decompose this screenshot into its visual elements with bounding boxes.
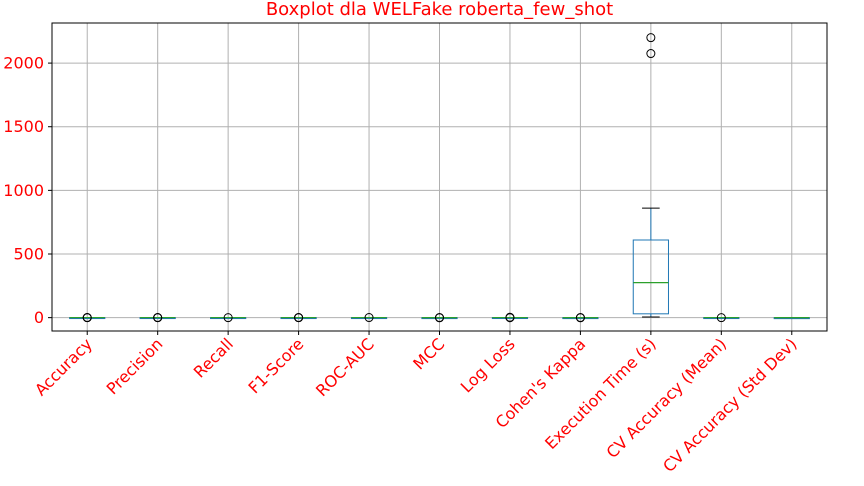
outlier-point xyxy=(294,313,304,323)
outlier-point xyxy=(153,313,163,323)
x-tick-label: F1-Score xyxy=(245,334,308,397)
x-tick-label: MCC xyxy=(409,334,448,373)
outlier-point xyxy=(716,313,726,323)
box-iqr xyxy=(632,239,669,315)
outlier-point xyxy=(646,49,656,59)
outlier-point xyxy=(505,313,515,323)
grid-lines xyxy=(52,23,827,331)
outlier-point xyxy=(364,313,374,323)
x-tick-label: CV Accuracy (Std Dev) xyxy=(659,334,801,476)
outlier-point xyxy=(575,313,585,323)
y-tick-label: 1500 xyxy=(3,117,44,136)
x-tick-label: ROC-AUC xyxy=(312,334,378,400)
x-tick-label: Accuracy xyxy=(31,334,96,399)
chart-title: Boxplot dla WELFake roberta_few_shot xyxy=(266,0,613,20)
x-tick-label: Log Loss xyxy=(457,334,519,396)
x-tick-label: Recall xyxy=(190,334,237,381)
y-tick-label: 1000 xyxy=(3,181,44,200)
outlier-point xyxy=(646,33,656,43)
y-axis: 0 500 1000 1500 2000 xyxy=(3,54,52,327)
outlier-point xyxy=(82,313,92,323)
x-tick-label: Precision xyxy=(103,334,167,398)
y-tick-label: 0 xyxy=(34,308,44,327)
outlier-point xyxy=(223,313,233,323)
x-tick-label: CV Accuracy (Mean) xyxy=(603,334,731,462)
boxes-layer xyxy=(69,33,810,323)
y-tick-label: 2000 xyxy=(3,54,44,73)
y-tick-label: 500 xyxy=(13,245,44,264)
x-axis: Accuracy Precision Recall F1-Score ROC-AUC MC… xyxy=(31,331,801,476)
outlier-point xyxy=(435,313,444,323)
